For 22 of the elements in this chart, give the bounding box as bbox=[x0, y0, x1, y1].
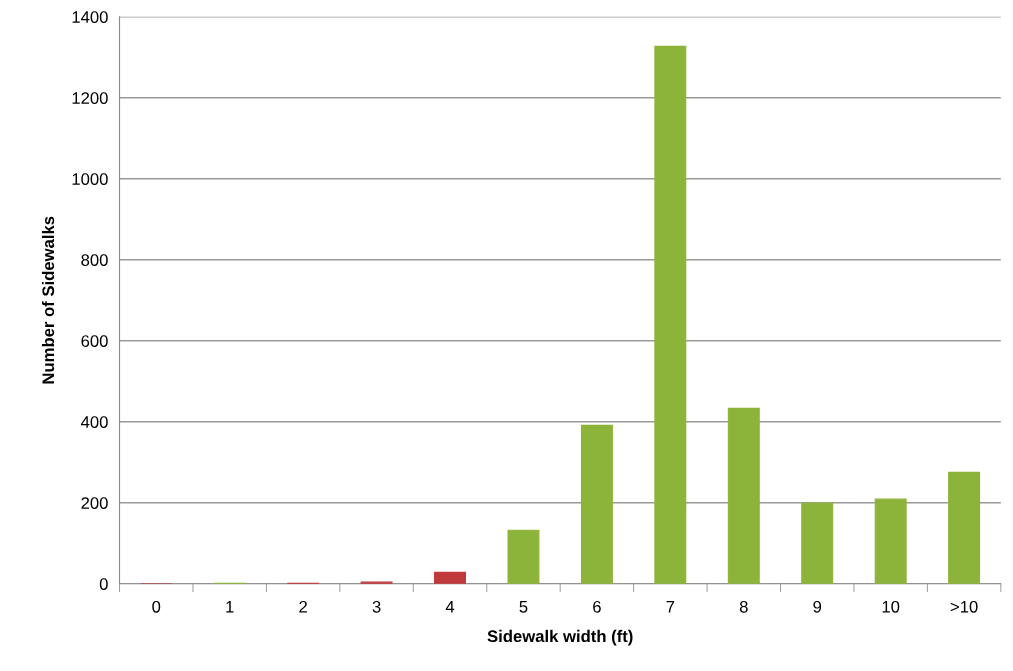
y-axis-title: Number of Sidewalks bbox=[41, 216, 55, 384]
y-tick-label: 600 bbox=[81, 335, 108, 347]
y-tick-label: 1200 bbox=[72, 92, 108, 104]
x-tick-label: 3 bbox=[372, 600, 381, 613]
y-tick-label: 400 bbox=[81, 416, 108, 428]
x-tick-label: 9 bbox=[813, 600, 822, 613]
x-tick-label: 0 bbox=[152, 600, 161, 613]
x-tick-label: 4 bbox=[445, 601, 455, 613]
x-tick-label: >10 bbox=[950, 600, 978, 613]
y-tick-label: 0 bbox=[99, 578, 108, 590]
x-axis-title: Sidewalk width (ft) bbox=[487, 629, 633, 646]
x-tick-label: 7 bbox=[666, 601, 675, 613]
x-tick-label: 10 bbox=[882, 600, 900, 613]
x-tick-label: 6 bbox=[593, 600, 601, 613]
y-tick-label: 1400 bbox=[72, 11, 108, 23]
y-tick-label: 200 bbox=[81, 497, 108, 509]
y-tick-label: 800 bbox=[81, 254, 108, 266]
x-tick-label: 5 bbox=[519, 601, 528, 613]
x-tick-label: 1 bbox=[226, 601, 234, 613]
x-tick-label: 8 bbox=[739, 600, 748, 613]
y-tick-label: 1000 bbox=[72, 173, 108, 185]
x-tick-label: 2 bbox=[299, 600, 307, 613]
